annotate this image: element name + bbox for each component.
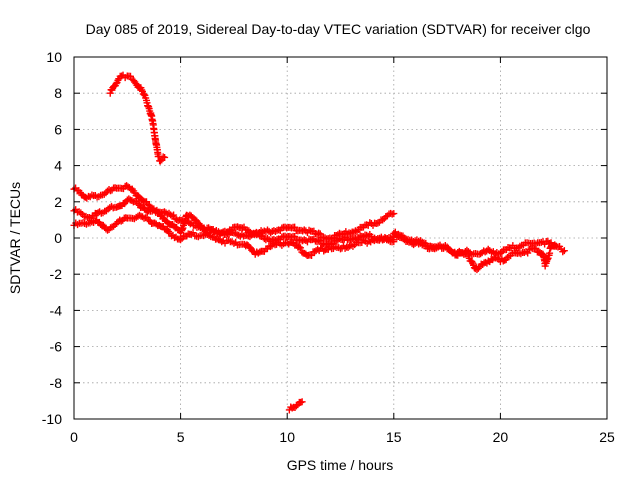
data-point xyxy=(287,224,295,232)
data-point xyxy=(390,210,398,218)
data-point xyxy=(298,398,306,406)
x-tick-label: 0 xyxy=(70,429,78,445)
data-marker xyxy=(126,72,134,80)
data-marker xyxy=(114,76,122,84)
data-marker xyxy=(297,244,305,252)
data-marker xyxy=(135,192,143,200)
data-marker xyxy=(524,249,532,257)
data-marker xyxy=(271,228,279,236)
data-marker xyxy=(315,229,323,237)
y-axis-label: SDTVAR / TECUs xyxy=(7,182,23,294)
data-marker xyxy=(292,402,300,410)
data-marker xyxy=(314,245,322,253)
data-point xyxy=(560,247,568,255)
x-tick-label: 25 xyxy=(599,429,615,445)
data-marker xyxy=(140,91,148,99)
y-tick-label: -2 xyxy=(50,266,63,282)
data-marker xyxy=(253,231,261,239)
data-marker xyxy=(269,240,277,248)
y-tick-label: -10 xyxy=(42,411,62,427)
series-band-late-b xyxy=(390,228,560,259)
chart-title: Day 085 of 2019, Sidereal Day-to-day VTE… xyxy=(86,21,591,37)
data-marker xyxy=(559,248,567,256)
data-marker xyxy=(468,258,476,266)
data-marker xyxy=(266,243,274,251)
data-marker xyxy=(135,211,143,219)
data-marker xyxy=(246,228,254,236)
data-marker xyxy=(117,217,125,225)
data-marker xyxy=(125,195,133,203)
data-marker xyxy=(316,230,324,238)
data-marker xyxy=(347,229,355,237)
series-band-lower xyxy=(70,211,398,259)
data-marker xyxy=(138,86,146,94)
data-marker xyxy=(128,196,136,204)
data-point xyxy=(390,229,398,237)
x-tick-label: 15 xyxy=(386,429,402,445)
data-marker xyxy=(379,216,387,224)
data-marker xyxy=(341,244,349,252)
y-tick-label: 6 xyxy=(54,121,62,137)
data-marker xyxy=(484,245,492,253)
data-marker xyxy=(218,238,226,246)
y-tick-label: -8 xyxy=(50,375,63,391)
data-marker xyxy=(343,230,351,238)
series-arc-high xyxy=(106,71,169,165)
data-points xyxy=(70,71,568,414)
data-marker xyxy=(170,211,178,219)
data-marker xyxy=(374,219,382,227)
y-tick-label: 0 xyxy=(54,230,62,246)
data-marker xyxy=(164,210,172,218)
x-tick-label: 5 xyxy=(177,429,185,445)
y-tick-label: 4 xyxy=(54,158,62,174)
data-marker xyxy=(394,230,402,238)
data-marker xyxy=(245,227,253,235)
series-band-mid xyxy=(70,195,398,249)
data-marker xyxy=(235,231,243,239)
y-tick-label: 10 xyxy=(46,49,62,65)
data-marker xyxy=(77,209,85,217)
y-tick-label: 2 xyxy=(54,194,62,210)
y-tick-label: -4 xyxy=(50,302,63,318)
data-point xyxy=(177,236,185,244)
data-point xyxy=(496,249,504,257)
data-point xyxy=(145,216,153,224)
data-marker xyxy=(139,213,147,221)
data-marker xyxy=(213,235,221,243)
data-point xyxy=(161,153,169,161)
x-tick-label: 10 xyxy=(279,429,295,445)
data-marker xyxy=(305,226,313,234)
data-marker xyxy=(308,251,316,259)
y-tick-label: 8 xyxy=(54,85,62,101)
data-marker xyxy=(185,218,193,226)
data-marker xyxy=(86,193,94,201)
data-point xyxy=(313,238,321,246)
series-band-upper xyxy=(70,182,398,243)
axis-ticks: 0 5 10 15 20 25 -10 -8 -6 -4 -2 0 2 4 6 8 10 xyxy=(42,49,615,445)
x-tick-label: 20 xyxy=(493,429,509,445)
data-marker xyxy=(547,239,555,247)
data-marker xyxy=(234,223,242,231)
data-point xyxy=(552,242,560,250)
data-point xyxy=(156,157,164,165)
data-point xyxy=(351,227,359,235)
y-tick-label: -6 xyxy=(50,339,63,355)
data-marker xyxy=(263,234,271,242)
data-marker xyxy=(291,232,299,240)
data-marker xyxy=(363,231,371,239)
x-axis-label: GPS time / hours xyxy=(287,457,394,473)
series-arc-low xyxy=(285,398,306,414)
data-marker xyxy=(291,223,299,231)
data-marker xyxy=(295,243,303,251)
